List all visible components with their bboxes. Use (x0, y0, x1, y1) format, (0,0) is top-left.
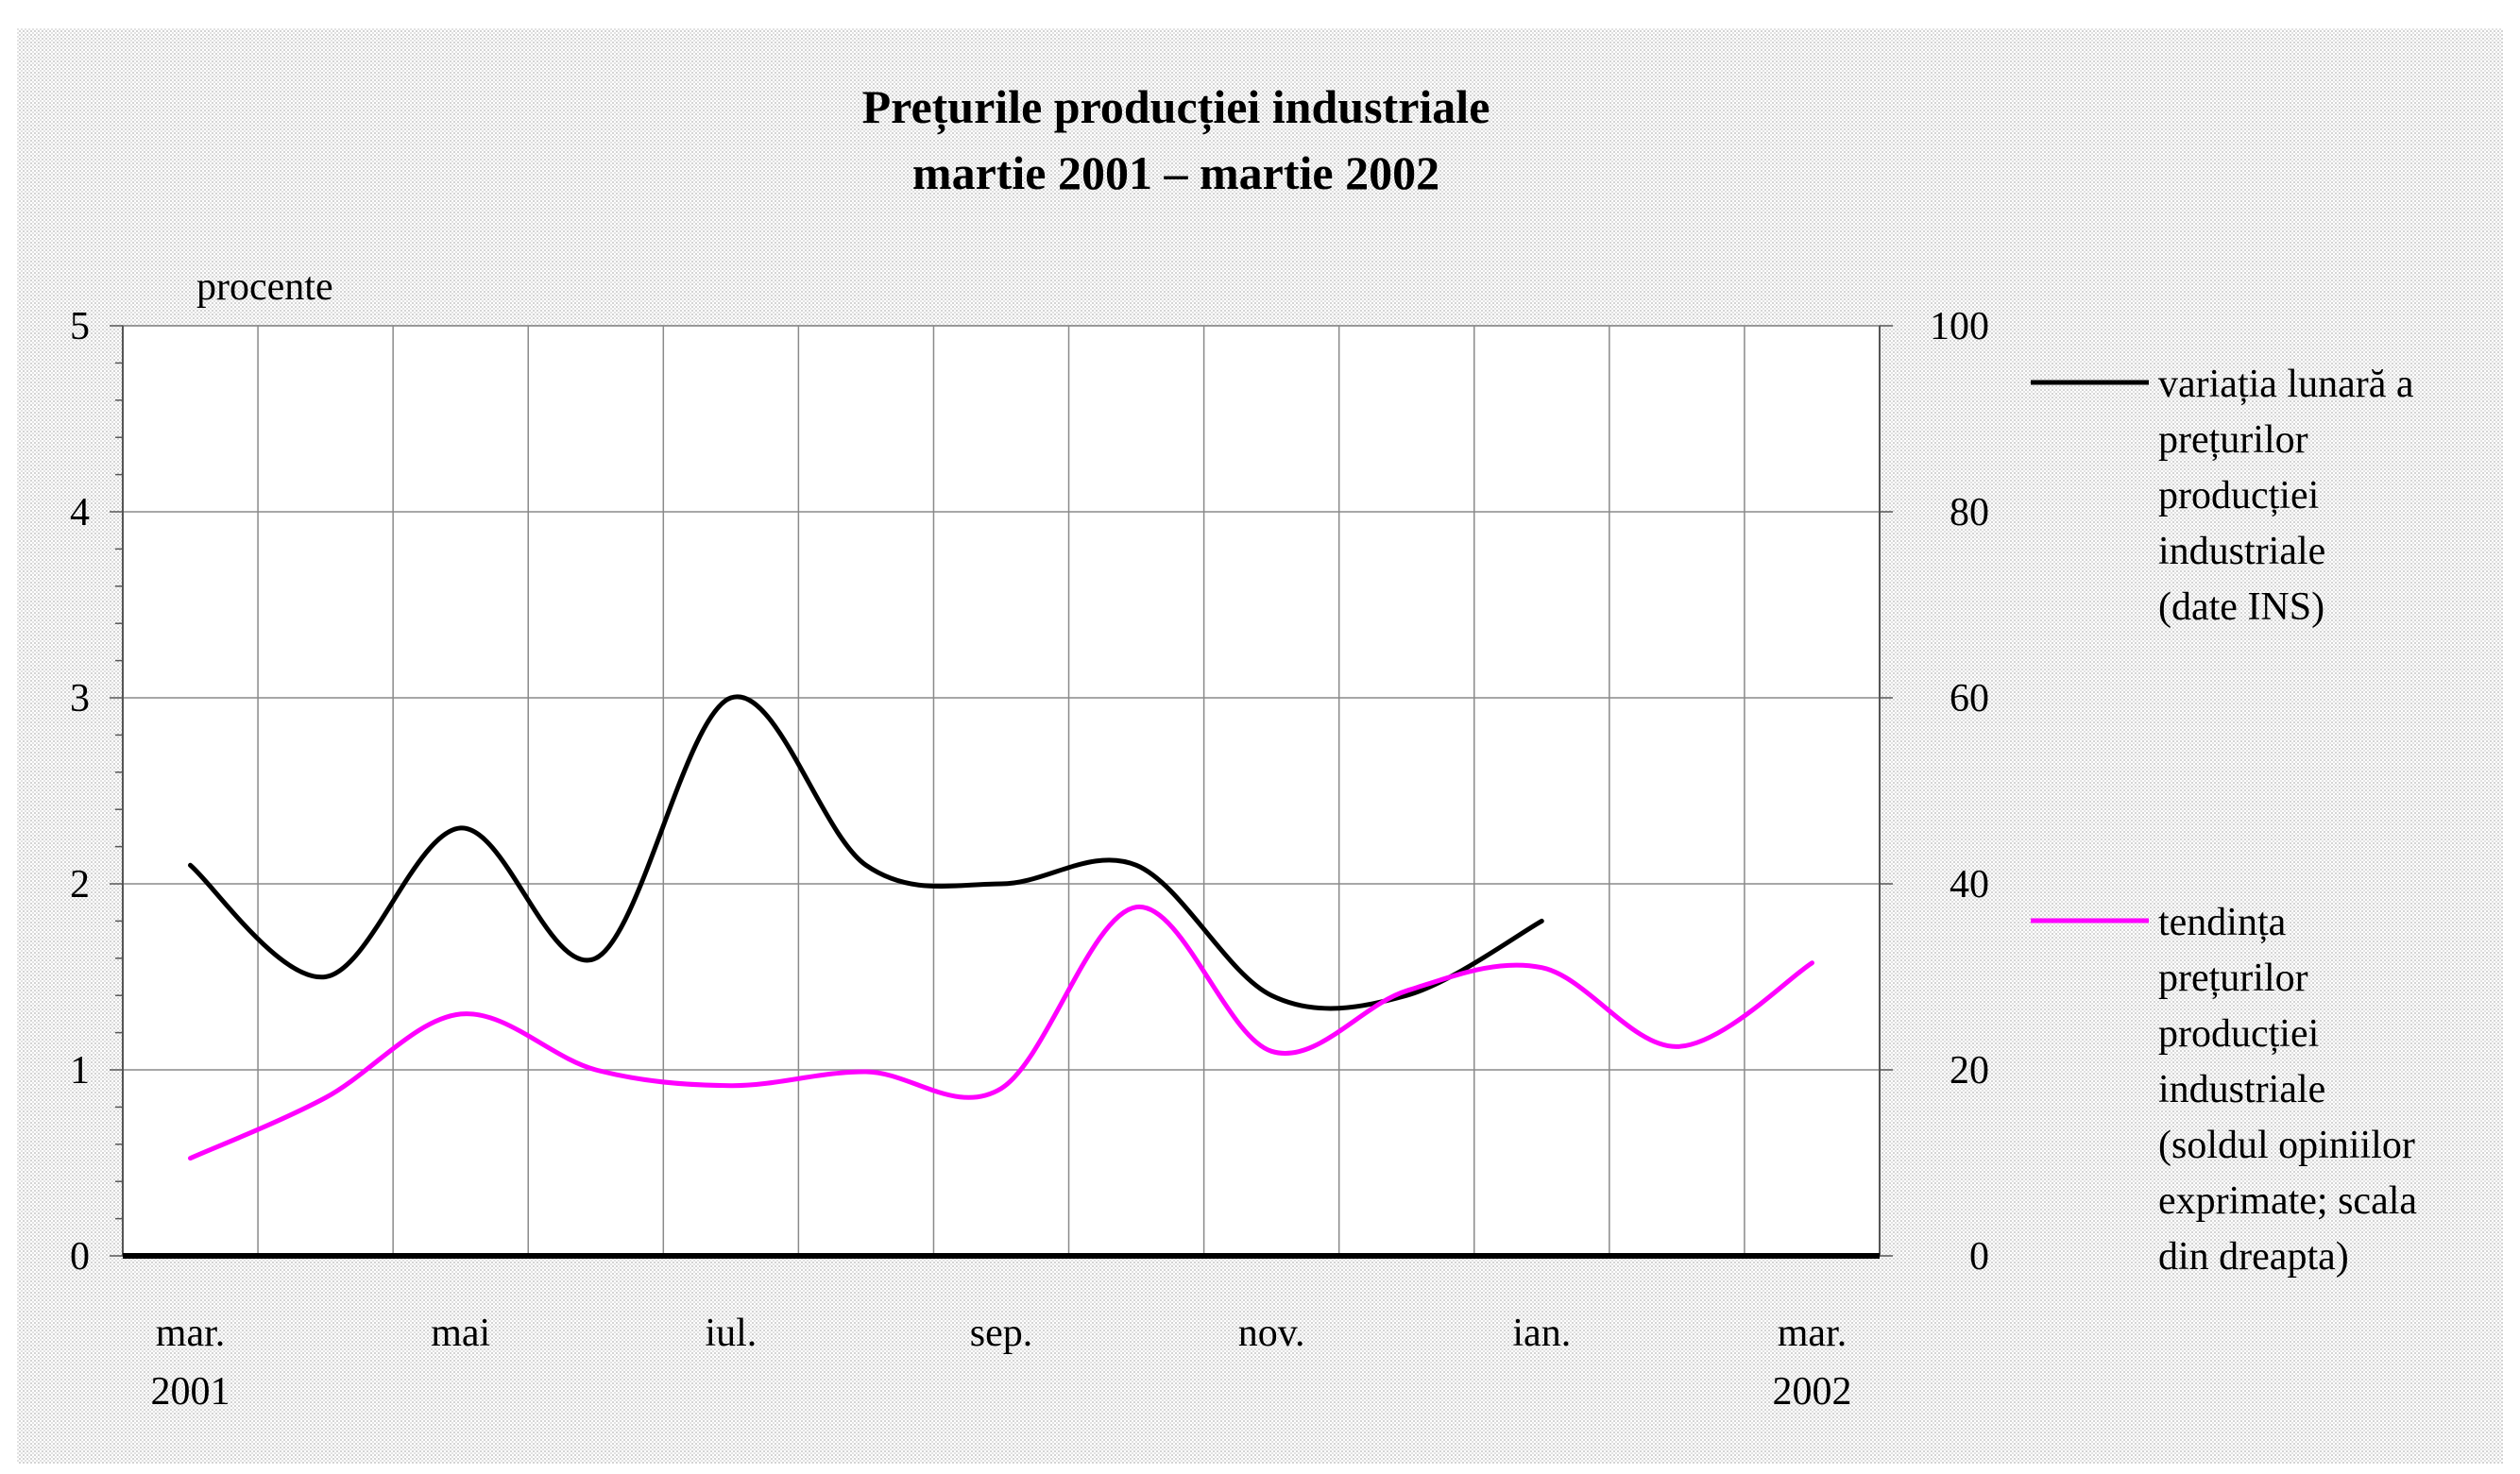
legend-label: producției (2158, 1012, 2319, 1056)
chart-title-line-2: martie 2001 – martie 2002 (912, 146, 1439, 199)
x-tick-year-label: 2002 (1772, 1370, 1851, 1414)
y-left-tick-label: 3 (70, 677, 90, 720)
x-tick-label: mar. (1778, 1312, 1847, 1355)
y-right-tick-label: 40 (1950, 863, 1989, 906)
x-tick-label: mar. (156, 1312, 225, 1355)
y-left-tick-label: 1 (70, 1049, 90, 1093)
y-left-tick-label: 5 (70, 305, 90, 348)
x-tick-year-label: 2001 (151, 1370, 230, 1414)
x-tick-label: iul. (705, 1312, 757, 1355)
x-tick-label: ian. (1512, 1312, 1571, 1355)
plot-area (123, 326, 1880, 1256)
legend-label: producției (2158, 474, 2319, 517)
legend-label: din dreapta) (2158, 1235, 2349, 1279)
legend-label: industriale (2158, 1068, 2325, 1111)
legend-label: prețurilor (2158, 418, 2308, 462)
y-right-tick-label: 0 (1969, 1235, 1989, 1279)
y-axis-unit-label: procente (196, 265, 333, 309)
x-tick-label: mai (431, 1312, 490, 1355)
y-left-tick-label: 2 (70, 863, 90, 906)
y-right-tick-label: 100 (1930, 305, 1989, 348)
x-tick-label: nov. (1238, 1312, 1305, 1355)
y-left-tick-label: 0 (70, 1235, 90, 1279)
legend-label: tendința (2158, 901, 2287, 944)
y-left-tick-label: 4 (70, 491, 90, 534)
legend-label: (date INS) (2158, 585, 2324, 629)
chart-title-line-1: Prețurile producției industriale (862, 80, 1490, 136)
legend-label: exprimate; scala (2158, 1179, 2417, 1223)
legend-label: (soldul opiniilor (2158, 1124, 2415, 1167)
x-tick-label: sep. (970, 1312, 1033, 1355)
y-right-tick-label: 80 (1950, 491, 1989, 534)
legend-label: prețurilor (2158, 957, 2308, 1000)
y-right-tick-label: 20 (1950, 1049, 1989, 1093)
y-right-tick-label: 60 (1950, 677, 1989, 720)
legend-label: variația lunară a (2158, 363, 2414, 406)
legend-label: industriale (2158, 530, 2325, 573)
